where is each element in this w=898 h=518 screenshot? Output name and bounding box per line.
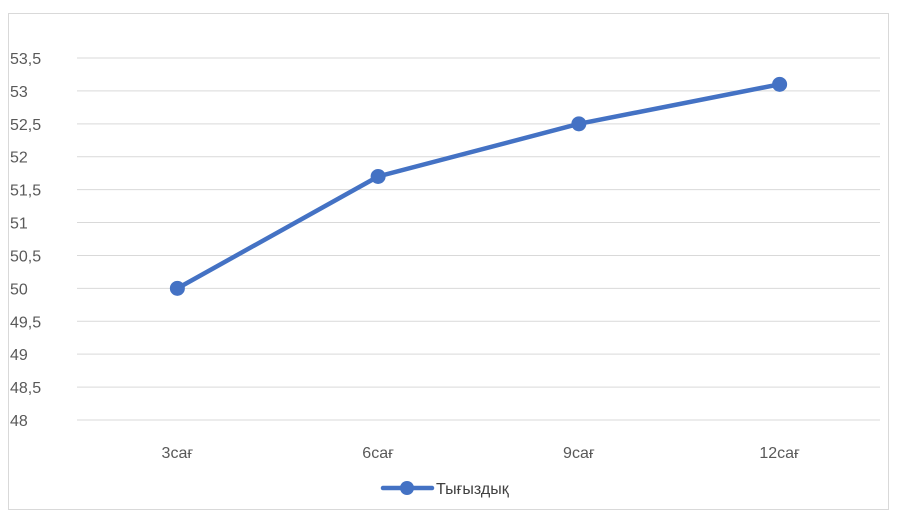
y-tick-label: 52,5 bbox=[10, 117, 41, 134]
y-tick-label: 49,5 bbox=[10, 314, 41, 331]
x-axis-tick-labels: 3сағ 6сағ 9сағ 12сағ bbox=[162, 445, 801, 462]
y-tick-label: 50,5 bbox=[10, 248, 41, 265]
y-tick-label: 53,5 bbox=[10, 51, 41, 68]
data-point bbox=[772, 76, 788, 92]
data-point bbox=[571, 116, 587, 132]
y-tick-label: 49 bbox=[10, 347, 28, 364]
series-line bbox=[175, 82, 782, 291]
data-point bbox=[169, 280, 185, 296]
chart-frame bbox=[8, 13, 889, 510]
gridlines bbox=[77, 57, 880, 421]
y-tick-label: 53 bbox=[10, 84, 28, 101]
x-tick-label: 3сағ bbox=[162, 445, 194, 462]
legend-label: Тығыздық bbox=[436, 481, 510, 498]
y-tick-label: 52 bbox=[10, 150, 28, 167]
y-tick-label: 51,5 bbox=[10, 183, 41, 200]
y-tick-label: 51 bbox=[10, 216, 28, 233]
y-tick-label: 50 bbox=[10, 281, 28, 298]
y-axis-tick-labels: 48 48,5 49 49,5 50 50,5 51 51,5 52 52,5 53 53,5 bbox=[10, 51, 41, 430]
legend-point-marker bbox=[400, 481, 414, 495]
x-tick-label: 6сағ bbox=[362, 445, 394, 462]
y-tick-label: 48,5 bbox=[10, 380, 41, 397]
x-tick-label: 9сағ bbox=[563, 445, 595, 462]
x-tick-label: 12сағ bbox=[759, 445, 800, 462]
legend: Тығыздық bbox=[380, 481, 510, 498]
data-point bbox=[370, 168, 386, 184]
series-group bbox=[169, 76, 788, 296]
y-tick-label: 48 bbox=[10, 413, 28, 430]
